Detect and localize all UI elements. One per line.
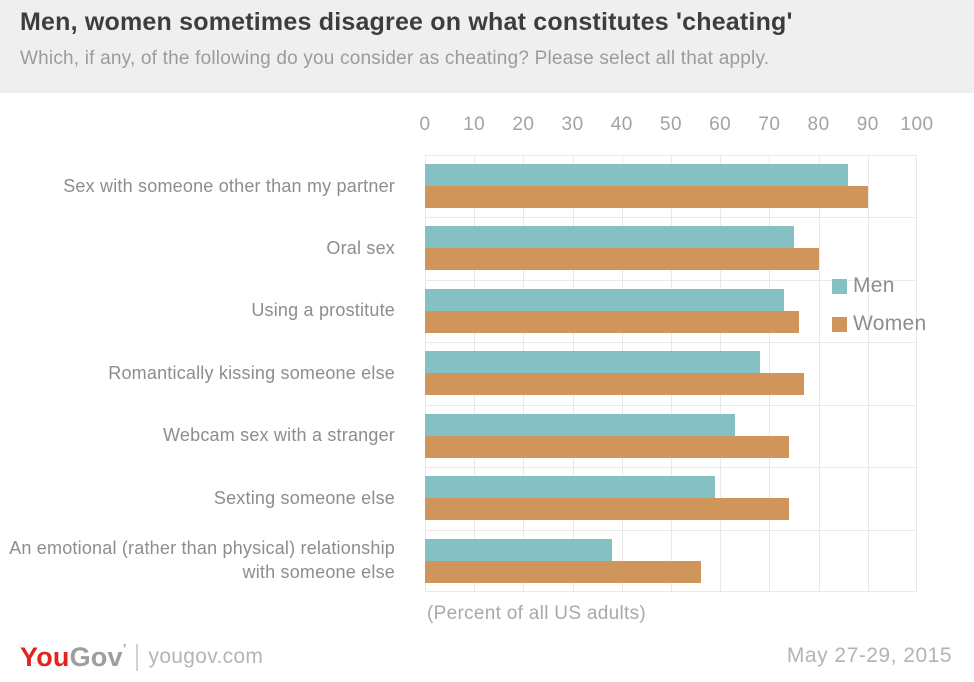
gridline-horizontal: [425, 467, 917, 469]
x-tick-label: 10: [463, 114, 486, 135]
logo-you-text: You: [20, 642, 70, 672]
chart-caption: (Percent of all US adults): [427, 603, 646, 624]
category-label-4: Webcam sex with a stranger: [163, 425, 395, 446]
x-tick-label: 0: [419, 114, 431, 135]
x-tick-label: 90: [856, 114, 879, 135]
legend: Men Women: [832, 274, 926, 350]
gridline-vertical: [818, 155, 820, 592]
x-tick-label: 40: [610, 114, 633, 135]
page-title: Men, women sometimes disagree on what co…: [20, 8, 793, 36]
bar-women-6: [425, 560, 701, 583]
legend-label: Men: [853, 274, 895, 297]
yougov-url: yougov.com: [148, 645, 264, 668]
gridline-horizontal: [425, 342, 917, 344]
logo-separator: [135, 643, 138, 671]
x-tick-label: 80: [807, 114, 830, 135]
gridline-horizontal: [425, 279, 917, 281]
bar-women-5: [425, 498, 790, 521]
category-label-5: Sexting someone else: [213, 487, 395, 508]
gridline-vertical: [867, 155, 869, 592]
bar-men-0: [425, 164, 849, 186]
bar-women-3: [425, 373, 804, 396]
bar-men-5: [425, 476, 716, 499]
bar-men-1: [425, 226, 794, 249]
gridline-horizontal: [425, 591, 917, 592]
category-label-1: Oral sex: [326, 237, 395, 258]
legend-item-women: Women: [832, 312, 926, 336]
x-tick-label: 30: [561, 114, 584, 135]
header: Men, women sometimes disagree on what co…: [0, 0, 974, 93]
legend-item-men: Men: [832, 274, 926, 298]
bar-men-3: [425, 351, 760, 374]
bar-men-2: [425, 288, 785, 311]
x-tick-label: 100: [900, 114, 934, 135]
x-tick-label: 70: [758, 114, 781, 135]
legend-swatch-icon: [832, 316, 847, 332]
yougov-logo: YouGov’ yougov.com: [20, 641, 263, 673]
yougov-wordmark: YouGov’: [20, 641, 127, 673]
gridline-horizontal: [425, 155, 917, 156]
category-label-3: Romantically kissing someone else: [108, 362, 395, 383]
bar-women-1: [425, 248, 819, 271]
plot-area: [425, 155, 917, 592]
x-axis: 0 10 20 30 40 50 60 70 80 90 100: [419, 114, 933, 140]
fieldwork-date: May 27-29, 2015: [786, 644, 952, 667]
gridline-horizontal: [425, 404, 917, 406]
x-tick-label: 60: [709, 114, 732, 135]
category-label-0: Sex with someone other than my partner: [63, 175, 395, 196]
bar-women-0: [425, 186, 868, 208]
logo-trademark: ’: [122, 641, 127, 656]
gridline-vertical: [916, 155, 917, 592]
category-label-2: Using a prostitute: [251, 300, 395, 321]
category-label-6: An emotional (rather than physical) rela…: [9, 538, 395, 582]
legend-swatch-icon: [832, 278, 847, 294]
x-tick-label: 50: [659, 114, 683, 135]
bar-women-4: [425, 435, 790, 458]
gridline-horizontal: [425, 217, 917, 219]
category-labels: Sex with someone other than my partner Or…: [0, 155, 410, 592]
bar-men-4: [425, 413, 735, 436]
gridline-horizontal: [425, 529, 917, 531]
bar-women-2: [425, 310, 799, 333]
page-subtitle: Which, if any, of the following do you c…: [20, 48, 770, 69]
logo-gov-text: Gov: [69, 642, 123, 672]
x-tick-label: 20: [512, 114, 535, 135]
bar-men-6: [425, 538, 612, 561]
legend-label: Women: [853, 312, 927, 335]
